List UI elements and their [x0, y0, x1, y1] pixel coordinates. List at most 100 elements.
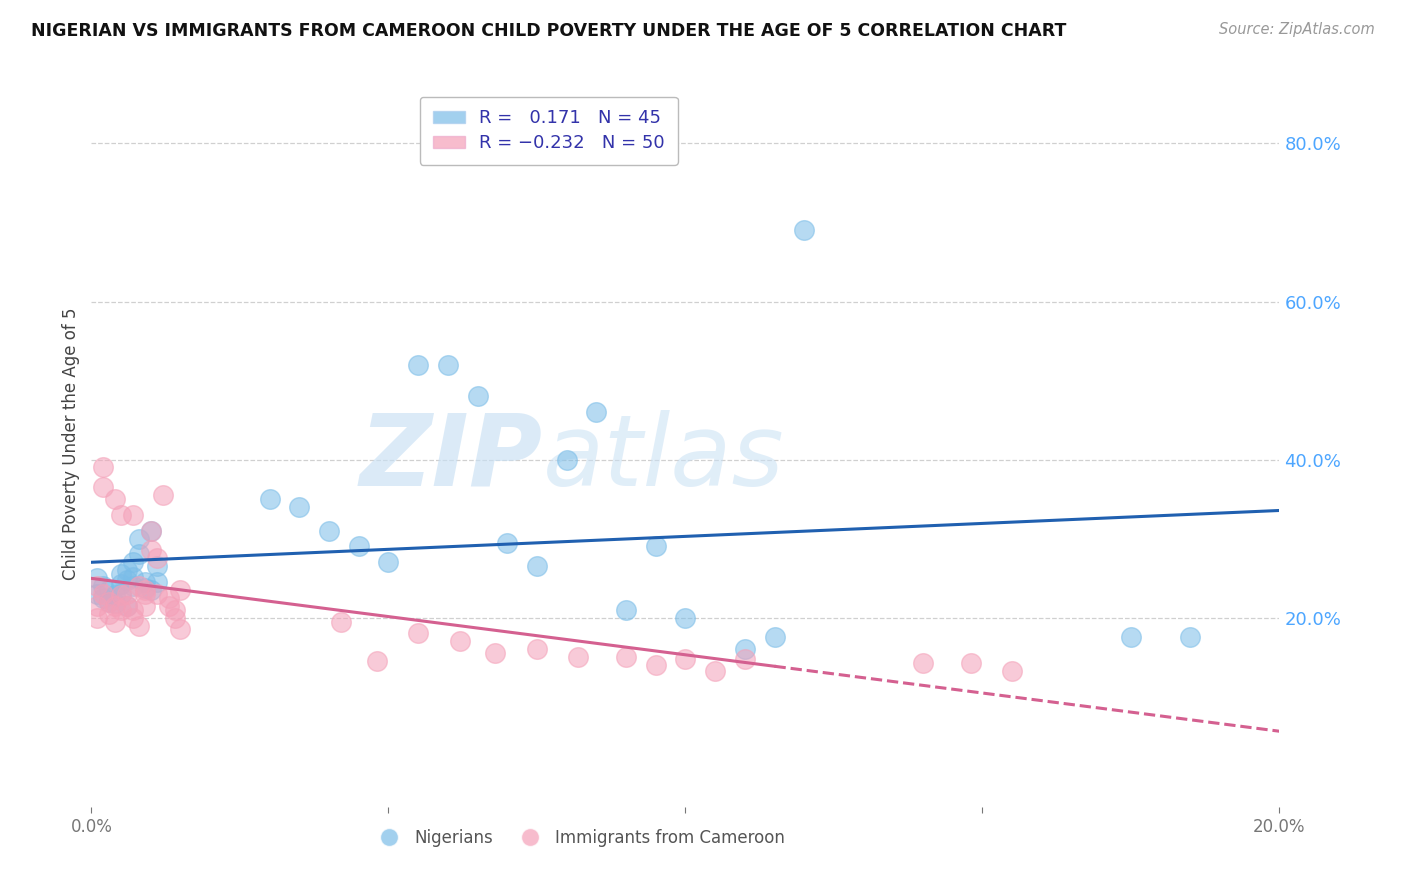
Point [644, 540, 666, 554]
Point [163, 610, 186, 624]
Point [467, 389, 489, 403]
Point [122, 579, 145, 593]
Text: NIGERIAN VS IMMIGRANTS FROM CAMEROON CHILD POVERTY UNDER THE AGE OF 5 CORRELATIO: NIGERIAN VS IMMIGRANTS FROM CAMEROON CHI… [31, 22, 1066, 40]
Point [585, 405, 607, 419]
Point [91, 460, 114, 475]
Point [86, 587, 108, 601]
Point [169, 623, 191, 637]
Point [104, 615, 127, 629]
Text: ZIP: ZIP [360, 409, 543, 507]
Point [128, 532, 150, 546]
Point [157, 591, 180, 605]
Point [793, 223, 815, 237]
Point [329, 615, 352, 629]
Point [526, 559, 548, 574]
Point [86, 571, 108, 585]
Point [555, 452, 578, 467]
Point [526, 642, 548, 657]
Point [98, 595, 121, 609]
Point [377, 555, 399, 569]
Point [449, 634, 471, 648]
Point [145, 551, 167, 566]
Point [145, 587, 167, 601]
Point [115, 563, 138, 577]
Point [98, 595, 121, 609]
Point [139, 524, 162, 538]
Point [115, 573, 138, 587]
Point [110, 603, 132, 617]
Point [91, 591, 114, 605]
Point [567, 650, 589, 665]
Point [1180, 631, 1202, 645]
Point [288, 500, 311, 514]
Point [436, 358, 458, 372]
Point [122, 508, 145, 522]
Point [86, 610, 108, 624]
Point [139, 543, 162, 558]
Text: atlas: atlas [543, 409, 785, 507]
Point [318, 524, 340, 538]
Point [110, 508, 132, 522]
Point [366, 654, 388, 668]
Point [406, 626, 429, 640]
Point [157, 599, 180, 613]
Point [134, 582, 156, 597]
Point [122, 603, 145, 617]
Point [86, 579, 108, 593]
Point [406, 358, 429, 372]
Point [115, 599, 138, 613]
Point [134, 581, 156, 595]
Point [259, 492, 281, 507]
Point [98, 607, 121, 621]
Point [110, 567, 132, 582]
Point [139, 524, 162, 538]
Point [673, 651, 696, 665]
Point [110, 577, 132, 591]
Point [959, 656, 981, 670]
Point [134, 587, 156, 601]
Point [496, 535, 519, 549]
Point [86, 599, 108, 613]
Point [104, 492, 127, 507]
Point [122, 569, 145, 583]
Point [110, 589, 132, 603]
Point [134, 575, 156, 590]
Point [145, 575, 167, 590]
Point [128, 579, 150, 593]
Point [734, 642, 756, 657]
Point [163, 603, 186, 617]
Point [704, 664, 727, 678]
Point [122, 555, 145, 569]
Point [122, 610, 145, 624]
Legend: Nigerians, Immigrants from Cameroon: Nigerians, Immigrants from Cameroon [366, 822, 792, 854]
Point [91, 579, 114, 593]
Point [347, 540, 370, 554]
Point [614, 603, 637, 617]
Point [104, 599, 127, 613]
Point [673, 610, 696, 624]
Point [115, 587, 138, 601]
Point [734, 651, 756, 665]
Point [644, 658, 666, 673]
Point [104, 596, 127, 610]
Point [104, 589, 127, 603]
Point [911, 656, 934, 670]
Point [1119, 631, 1142, 645]
Point [145, 559, 167, 574]
Point [614, 650, 637, 665]
Point [128, 548, 150, 562]
Point [139, 582, 162, 597]
Point [763, 631, 786, 645]
Point [91, 480, 114, 494]
Point [134, 599, 156, 613]
Point [484, 646, 506, 660]
Y-axis label: Child Poverty Under the Age of 5: Child Poverty Under the Age of 5 [62, 308, 80, 580]
Point [91, 587, 114, 601]
Text: Source: ZipAtlas.com: Source: ZipAtlas.com [1219, 22, 1375, 37]
Point [1001, 664, 1024, 678]
Point [115, 599, 138, 613]
Point [169, 582, 191, 597]
Point [128, 618, 150, 632]
Point [152, 488, 174, 502]
Point [110, 587, 132, 601]
